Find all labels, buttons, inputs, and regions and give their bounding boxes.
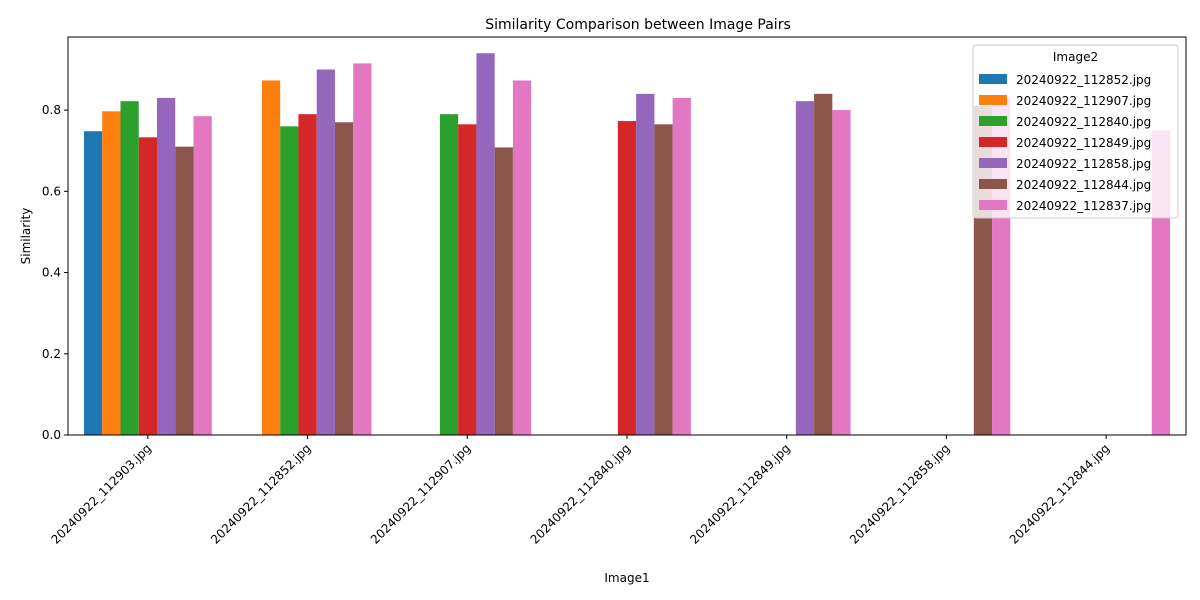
legend-label: 20240922_112840.jpg xyxy=(1016,115,1151,129)
y-tick-label: 0.0 xyxy=(42,428,61,442)
bar xyxy=(672,97,691,435)
y-tick-label: 0.6 xyxy=(42,184,61,198)
legend-label: 20240922_112844.jpg xyxy=(1016,178,1151,192)
legend-swatch xyxy=(979,116,1007,126)
bar xyxy=(175,146,194,435)
bar xyxy=(439,114,459,435)
x-tick-label: 20240922_112907.jpg xyxy=(368,441,474,547)
bar xyxy=(316,69,335,435)
bar xyxy=(795,101,815,435)
bar xyxy=(814,93,833,435)
bar xyxy=(280,126,299,436)
x-tick-label: 20240922_112903.jpg xyxy=(48,441,154,547)
legend-swatch xyxy=(979,158,1007,168)
y-tick-label: 0.4 xyxy=(42,266,61,280)
legend-swatch xyxy=(979,137,1007,147)
bar xyxy=(512,80,532,435)
bar xyxy=(156,97,176,435)
x-axis-label: Image1 xyxy=(604,571,649,585)
bar xyxy=(120,101,139,435)
bar xyxy=(476,53,495,435)
legend: Image2 20240922_112852.jpg 20240922_112907… xyxy=(972,44,1179,219)
bar xyxy=(353,63,372,436)
legend-swatch xyxy=(979,95,1007,105)
legend-swatch xyxy=(979,200,1007,210)
x-tick-label: 20240922_112858.jpg xyxy=(847,441,953,547)
bar xyxy=(83,131,103,436)
legend-box xyxy=(972,44,1179,219)
y-axis-label: Similarity xyxy=(19,208,33,265)
bar xyxy=(261,80,281,435)
y-axis: 0.0 0.2 0.4 0.6 0.8 xyxy=(42,103,68,442)
chart-title: Similarity Comparison between Image Pair… xyxy=(485,17,791,33)
bar xyxy=(334,122,354,436)
legend-label: 20240922_112858.jpg xyxy=(1016,157,1151,171)
bar xyxy=(494,147,513,435)
bar xyxy=(298,114,317,435)
bar xyxy=(654,124,673,435)
bar xyxy=(102,111,121,436)
legend-title: Image2 xyxy=(1053,50,1098,64)
bar xyxy=(458,124,477,435)
legend-label: 20240922_112849.jpg xyxy=(1016,136,1151,150)
x-tick-label: 20240922_112844.jpg xyxy=(1007,441,1113,547)
x-tick-label: 20240922_112849.jpg xyxy=(687,441,793,547)
bar xyxy=(636,93,655,435)
y-tick-label: 0.8 xyxy=(42,103,61,117)
bars-layer xyxy=(83,53,1171,436)
bar xyxy=(138,137,157,435)
x-tick-label: 20240922_112852.jpg xyxy=(208,441,314,547)
x-axis: 20240922_112903.jpg 20240922_112852.jpg 20… xyxy=(48,435,1112,547)
y-tick-label: 0.2 xyxy=(42,347,61,361)
bar xyxy=(832,110,851,435)
legend-swatch xyxy=(979,179,1007,189)
bar xyxy=(617,121,637,435)
legend-label: 20240922_112852.jpg xyxy=(1016,73,1151,87)
bar xyxy=(193,116,212,435)
legend-label: 20240922_112907.jpg xyxy=(1016,94,1151,108)
legend-swatch xyxy=(979,74,1007,84)
legend-label: 20240922_112837.jpg xyxy=(1016,199,1151,213)
x-tick-label: 20240922_112840.jpg xyxy=(528,441,634,547)
